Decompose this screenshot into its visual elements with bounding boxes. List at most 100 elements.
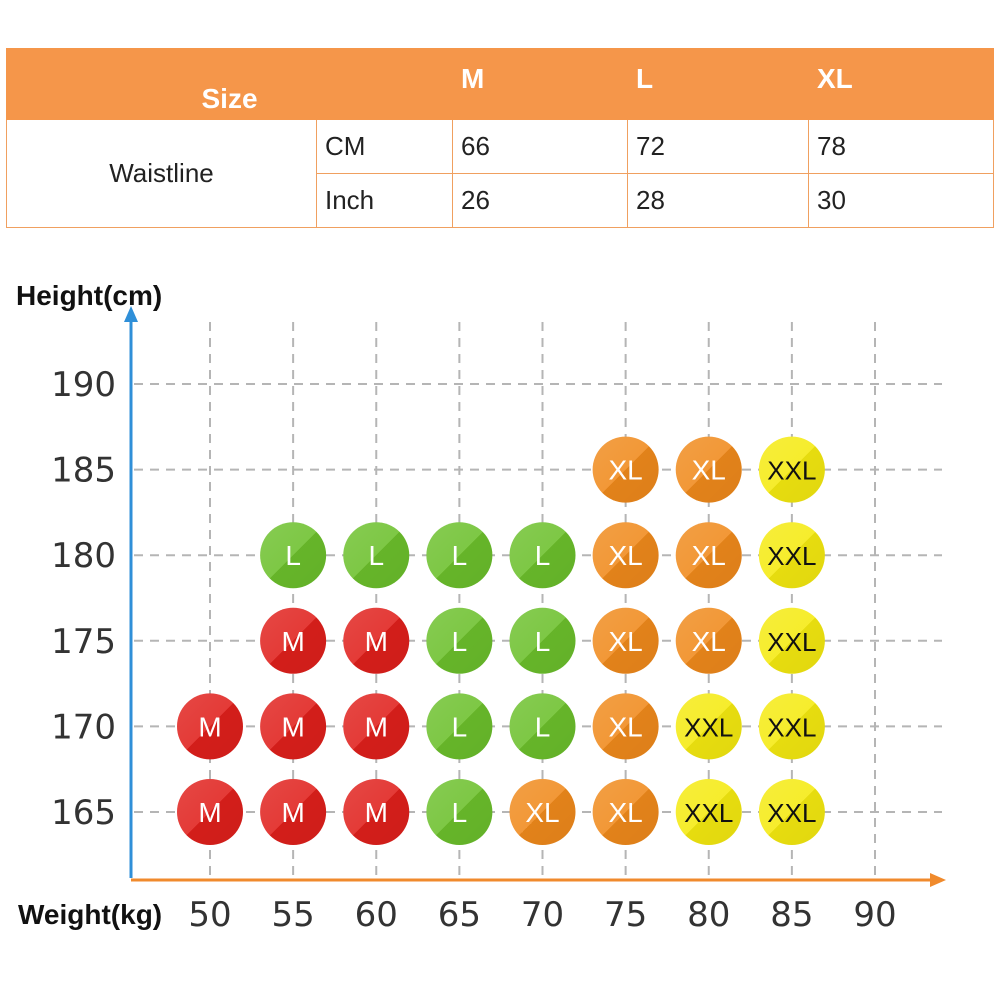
x-axis-label: Weight(kg) [18, 899, 162, 930]
x-tick-label: 75 [604, 895, 647, 935]
size-point-label: XL [609, 711, 643, 742]
size-point-l: L [426, 779, 493, 845]
size-point-label: L [452, 711, 468, 742]
x-tick-label: 55 [271, 895, 314, 935]
size-point-label: XL [692, 626, 726, 657]
size-point-label: L [368, 540, 384, 571]
size-point-xl: XL [592, 779, 659, 845]
table-row: Inch 26 28 30 [7, 173, 994, 228]
size-column-xl: XL [808, 48, 994, 120]
y-tick-label: 180 [51, 536, 116, 576]
size-point-label: XL [692, 540, 726, 571]
size-point-sheen [343, 607, 410, 674]
size-point-sheen [592, 522, 659, 589]
table-cell: 28 [627, 173, 809, 228]
size-point-m: M [177, 693, 243, 760]
y-tick-label: 185 [51, 451, 116, 491]
size-point-sheen [675, 693, 742, 760]
x-tick-label: 65 [438, 895, 481, 935]
size-point-label: XL [609, 797, 643, 828]
size-point-xxl: XXL [758, 522, 825, 589]
y-axis-arrow [124, 306, 138, 322]
x-tick-label: 85 [770, 895, 813, 935]
size-point-sheen [675, 779, 742, 845]
size-point-l: L [426, 607, 493, 674]
size-point-label: L [535, 711, 551, 742]
table-cell: 72 [627, 119, 809, 174]
table-cell: 26 [452, 173, 628, 228]
size-point-sheen [509, 607, 576, 674]
y-tick-label: 165 [51, 793, 116, 833]
size-point-label: L [535, 540, 551, 571]
size-point-m: M [260, 779, 327, 845]
size-point-sheen [426, 522, 493, 589]
size-point-xl: XL [675, 522, 742, 589]
size-point-label: XXL [767, 627, 816, 657]
size-point-label: XL [609, 626, 643, 657]
size-point-xl: XL [592, 436, 659, 503]
size-point-sheen [675, 436, 742, 503]
size-point-xxl: XXL [675, 779, 742, 845]
size-point-sheen [177, 693, 243, 760]
x-tick-label: 60 [355, 895, 398, 935]
table-cell: 30 [808, 173, 994, 228]
size-point-sheen [675, 607, 742, 674]
size-point-m: M [343, 607, 410, 674]
size-point-sheen [509, 693, 576, 760]
size-point-label: XXL [767, 712, 816, 742]
table-header-row: Size M L XL [6, 48, 994, 120]
size-point-sheen [343, 522, 410, 589]
y-tick-label: 170 [51, 707, 116, 747]
size-point-xl: XL [592, 522, 659, 589]
size-point-label: XXL [767, 456, 816, 486]
y-tick-label: 175 [51, 622, 116, 662]
size-point-label: M [365, 711, 388, 742]
size-point-sheen [592, 693, 659, 760]
size-point-l: L [426, 693, 493, 760]
x-tick-label: 80 [687, 895, 730, 935]
size-point-sheen [509, 522, 576, 589]
size-point-xxl: XXL [758, 693, 825, 760]
size-point-sheen [343, 779, 410, 845]
size-point-sheen [426, 779, 493, 845]
size-point-xxl: XXL [758, 607, 825, 674]
size-point-m: M [260, 607, 327, 674]
size-point-label: XXL [767, 798, 816, 828]
x-tick-label: 90 [853, 895, 896, 935]
size-point-label: L [452, 797, 468, 828]
size-point-l: L [426, 522, 493, 589]
x-axis-arrow [930, 873, 946, 887]
size-point-label: M [281, 626, 304, 657]
size-point-sheen [758, 779, 825, 845]
size-point-sheen [260, 522, 327, 589]
size-point-label: M [365, 626, 388, 657]
size-point-sheen [758, 693, 825, 760]
size-point-label: XL [692, 455, 726, 486]
size-point-l: L [509, 693, 576, 760]
size-point-sheen [509, 779, 576, 845]
size-point-l: L [509, 607, 576, 674]
size-point-m: M [343, 779, 410, 845]
y-tick-label: 190 [51, 365, 116, 405]
size-point-label: M [281, 711, 304, 742]
size-point-sheen [177, 779, 243, 845]
size-point-sheen [758, 607, 825, 674]
size-point-label: L [535, 626, 551, 657]
size-point-sheen [592, 436, 659, 503]
size-point-label: XL [525, 797, 559, 828]
size-point-sheen [343, 693, 410, 760]
size-table: Size M L XL Waistline CM 66 72 78 Inch 2… [6, 48, 994, 228]
size-point-sheen [592, 779, 659, 845]
table-row: Waistline CM 66 72 78 [6, 119, 994, 228]
size-point-m: M [177, 779, 243, 845]
size-point-l: L [343, 522, 410, 589]
size-point-label: XXL [684, 798, 733, 828]
x-tick-label: 70 [521, 895, 564, 935]
size-point-xxl: XXL [675, 693, 742, 760]
x-tick-label: 50 [188, 895, 231, 935]
size-point-label: M [198, 797, 221, 828]
size-point-sheen [758, 522, 825, 589]
size-point-sheen [675, 522, 742, 589]
table-cell: 78 [808, 119, 994, 174]
